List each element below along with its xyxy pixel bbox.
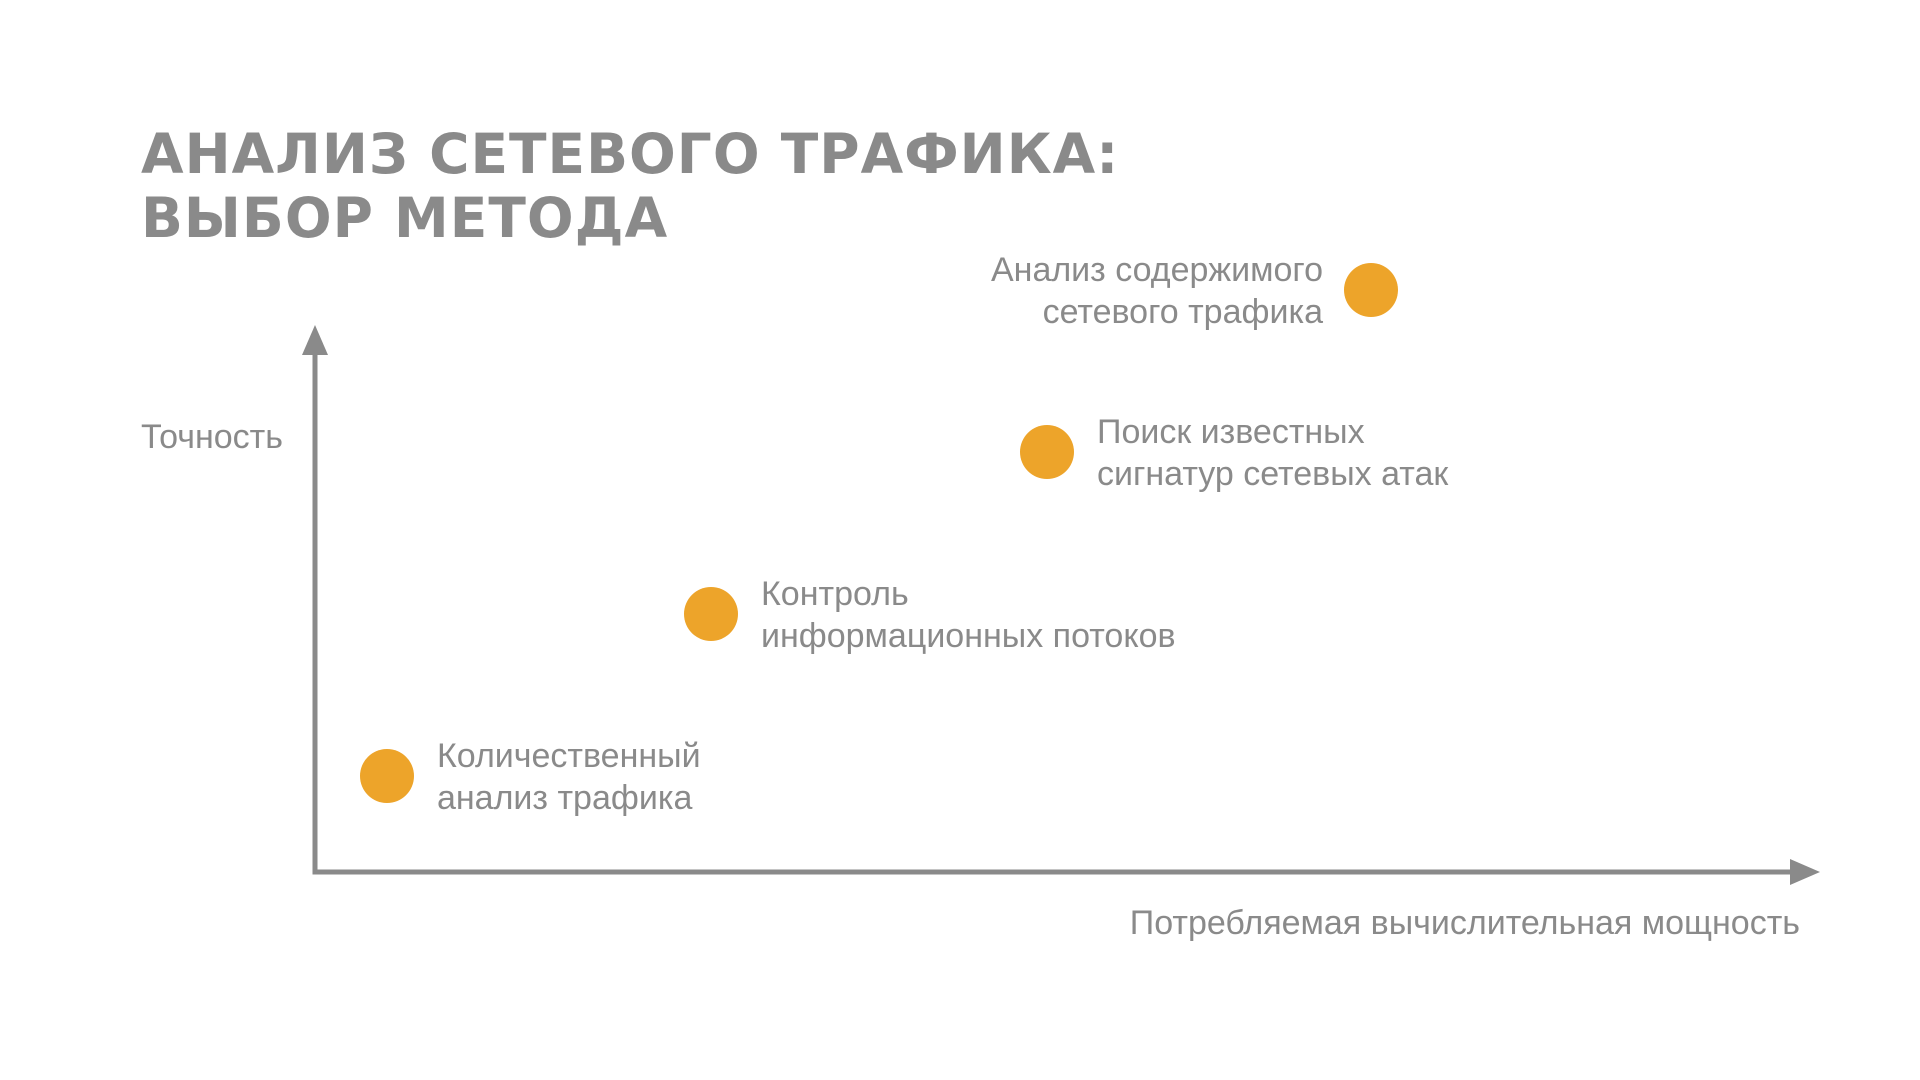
title-line-2: ВЫБОР МЕТОДА xyxy=(141,186,669,250)
y-axis-label: Точность xyxy=(141,418,283,456)
y-axis-arrow xyxy=(302,325,328,355)
data-point xyxy=(360,749,414,803)
data-point xyxy=(1020,425,1074,479)
data-label-line: Поиск известных xyxy=(1097,413,1365,451)
chart-points: Количественный анализ трафика Контроль инфо… xyxy=(360,251,1449,817)
title-line-1: АНАЛИЗ СЕТЕВОГО ТРАФИКА: xyxy=(141,122,1120,186)
chart-axes xyxy=(302,325,1820,885)
data-point xyxy=(684,587,738,641)
data-label-line: Анализ содержимого xyxy=(991,251,1323,289)
x-axis-arrow xyxy=(1790,859,1820,885)
data-label: Поиск известных сигнатур сетевых атак xyxy=(1097,413,1449,493)
data-label: Количественный анализ трафика xyxy=(437,737,701,817)
data-label: Анализ содержимого сетевого трафика xyxy=(991,251,1323,331)
data-label-line: информационных потоков xyxy=(761,617,1176,655)
page-title: АНАЛИЗ СЕТЕВОГО ТРАФИКА: ВЫБОР МЕТОДА xyxy=(141,122,1119,250)
data-label-line: Количественный xyxy=(437,737,701,775)
data-label-line: анализ трафика xyxy=(437,779,692,817)
data-label-line: Контроль xyxy=(761,575,909,613)
data-point xyxy=(1344,263,1398,317)
x-axis-label: Потребляемая вычислительная мощность xyxy=(1129,904,1800,942)
data-label-line: сигнатур сетевых атак xyxy=(1097,455,1449,493)
data-label: Контроль информационных потоков xyxy=(761,575,1176,655)
data-label-line: сетевого трафика xyxy=(1043,293,1323,331)
